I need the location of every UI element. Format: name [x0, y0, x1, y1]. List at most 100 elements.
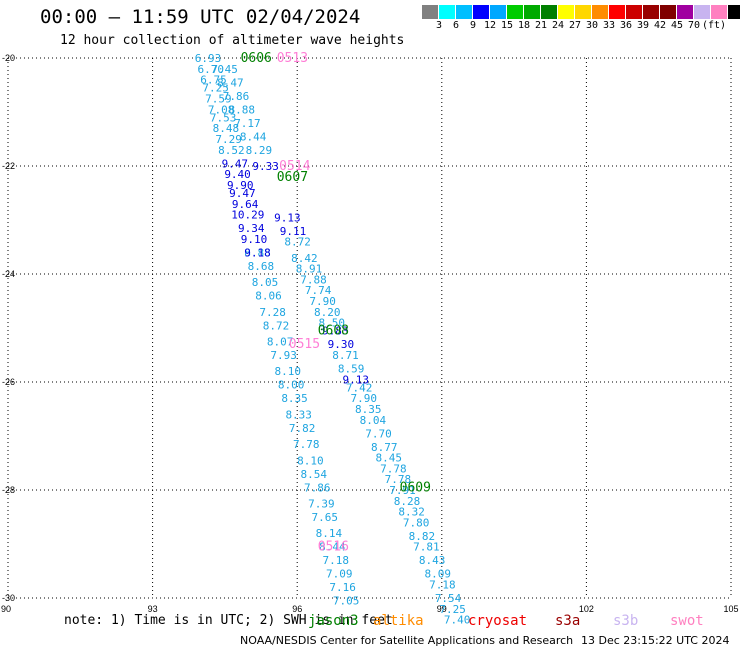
x-tick-label: 105 [723, 604, 738, 614]
wave-height-label-high: 9.30 [328, 338, 355, 351]
wave-height-label-high: 9.13 [342, 373, 369, 386]
wave-height-label: 7.65 [312, 511, 339, 524]
wave-height-label: 8.33 [285, 408, 312, 421]
pass-time-label: 0515 [289, 337, 320, 352]
wave-height-label: 8.28 [394, 495, 421, 508]
legend-label: 42 [653, 20, 667, 31]
wave-height-label-high: 9.10 [241, 233, 268, 246]
legend-swatch [626, 5, 643, 19]
wave-height-label: 7.78 [293, 438, 320, 451]
wave-height-label-high: 9.90 [227, 179, 254, 192]
wave-height-label-high: 9.40 [224, 168, 251, 181]
legend-swatch [660, 5, 677, 19]
wave-height-label: 8.72 [284, 236, 311, 249]
wave-height-label: 7.86 [223, 90, 250, 103]
legend-label: 70 [687, 20, 701, 31]
y-tick-label: -28 [2, 485, 15, 495]
wave-height-label: 7.39 [308, 498, 335, 511]
legend-swatch [711, 5, 728, 19]
wave-height-label: 8.20 [314, 306, 341, 319]
wave-height-label: 7.18 [429, 579, 456, 592]
wave-height-label: 7.91 [389, 484, 416, 497]
y-tick-label: -26 [2, 377, 15, 387]
legend-label: 21 [534, 20, 548, 31]
satellite-s3b: s3b [613, 613, 639, 629]
wave-height-label: 8.35 [281, 392, 308, 405]
wave-height-label: 8.54 [301, 468, 328, 481]
satellite-s3a: s3a [555, 613, 581, 629]
legend-label: 27 [568, 20, 582, 31]
wave-height-label: 8.77 [371, 441, 398, 454]
legend-label: 18 [517, 20, 531, 31]
legend-label: 45 [670, 20, 684, 31]
wave-height-label: 7.86 [304, 481, 331, 494]
wave-height-label: 7.09 [326, 568, 353, 581]
wave-height-label: 8.50 [319, 317, 346, 330]
satellite-altika: altika [373, 613, 424, 629]
page-subtitle: 12 hour collection of altimeter wave hei… [60, 33, 405, 48]
legend-swatch [490, 5, 507, 19]
wave-height-label: 7.29 [215, 133, 242, 146]
pass-time-label: 0516 [318, 540, 349, 555]
legend-label: 30 [585, 20, 599, 31]
wave-height-label: 7.05 [333, 595, 360, 608]
wave-height-label: 7.40 [444, 614, 471, 627]
page-title: 00:00 – 11:59 UTC 02/04/2024 [40, 6, 361, 28]
wave-height-label: 7.88 [300, 273, 327, 286]
x-tick-label: 93 [148, 604, 158, 614]
wave-height-label: 7.81 [413, 541, 440, 554]
wave-height-label: 8.88 [244, 246, 271, 259]
wave-height-label: 8.00 [278, 379, 305, 392]
wave-height-label: 7.93 [270, 349, 297, 362]
legend-swatch [592, 5, 609, 19]
wave-height-label: 7.54 [435, 592, 462, 605]
wave-height-label: 8.07 [267, 336, 294, 349]
wave-height-label: 8.82 [409, 530, 436, 543]
wave-height-label: 8.42 [291, 252, 318, 265]
wave-height-label-high: 9.34 [238, 222, 265, 235]
satellite-legend: jason3 altika cryosat s3a s3b swot [308, 613, 740, 631]
wave-height-label-high: 9.13 [274, 211, 301, 224]
wave-height-label: 7.25 [202, 82, 229, 95]
legend-swatch [507, 5, 524, 19]
wave-height-label: 7.90 [309, 295, 336, 308]
credit-text: NOAA/NESDIS Center for Satellite Applica… [240, 634, 574, 647]
x-tick-label: 96 [292, 604, 302, 614]
wave-height-label-high: 9.18 [244, 246, 271, 259]
pass-time-label: 0607 [277, 170, 308, 185]
legend-swatch [575, 5, 592, 19]
wave-height-label: 8.71 [332, 349, 359, 362]
wave-height-label: 7.18 [323, 554, 350, 567]
y-tick-label: -22 [2, 161, 15, 171]
wave-height-label: 6.93 [195, 52, 222, 65]
legend-label: 9 [469, 20, 477, 31]
legend-swatch [422, 5, 439, 19]
wave-height-label: 7.17 [234, 117, 261, 130]
observation-labels: 6.936.706.757.257.597.087.538.487.298.52… [195, 52, 471, 627]
wave-height-label: 7.28 [259, 306, 286, 319]
wave-height-label: 6.75 [200, 74, 227, 87]
legend-swatch [541, 5, 558, 19]
wave-height-label: 8.45 [376, 452, 403, 465]
wave-height-label: 7.90 [350, 392, 377, 405]
legend-swatches [422, 5, 740, 19]
x-tick-label: 90 [1, 604, 11, 614]
wave-height-label: 8.59 [338, 363, 365, 376]
wave-height-label: 7.42 [346, 381, 373, 394]
legend-swatch [439, 5, 456, 19]
legend-labels: 3 6 9 12 15 18 21 24 27 30 33 36 39 42 45 70 (ft) [422, 19, 740, 33]
x-tick-label: 99 [437, 604, 447, 614]
y-tick-label: -30 [2, 593, 15, 603]
wave-height-label: 8.06 [255, 290, 282, 303]
legend-swatch [677, 5, 694, 19]
wave-height-label: 7.59 [205, 93, 232, 106]
wave-height-label-high: 9.47 [229, 187, 256, 200]
wave-height-label: 7.74 [305, 284, 332, 297]
wave-height-label: 8.91 [296, 263, 323, 276]
map-grid [7, 57, 732, 599]
legend-label: 36 [619, 20, 633, 31]
wave-height-label: 7.53 [210, 111, 237, 124]
wave-height-label-high: 9.64 [232, 198, 259, 211]
